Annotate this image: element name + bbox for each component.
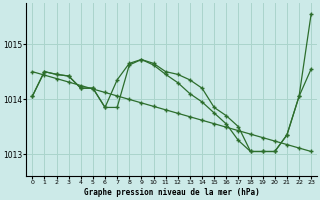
- X-axis label: Graphe pression niveau de la mer (hPa): Graphe pression niveau de la mer (hPa): [84, 188, 260, 197]
